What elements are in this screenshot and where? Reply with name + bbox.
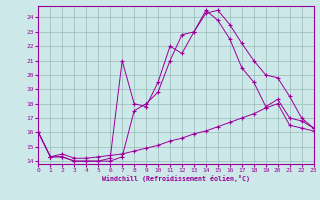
X-axis label: Windchill (Refroidissement éolien,°C): Windchill (Refroidissement éolien,°C) <box>102 175 250 182</box>
